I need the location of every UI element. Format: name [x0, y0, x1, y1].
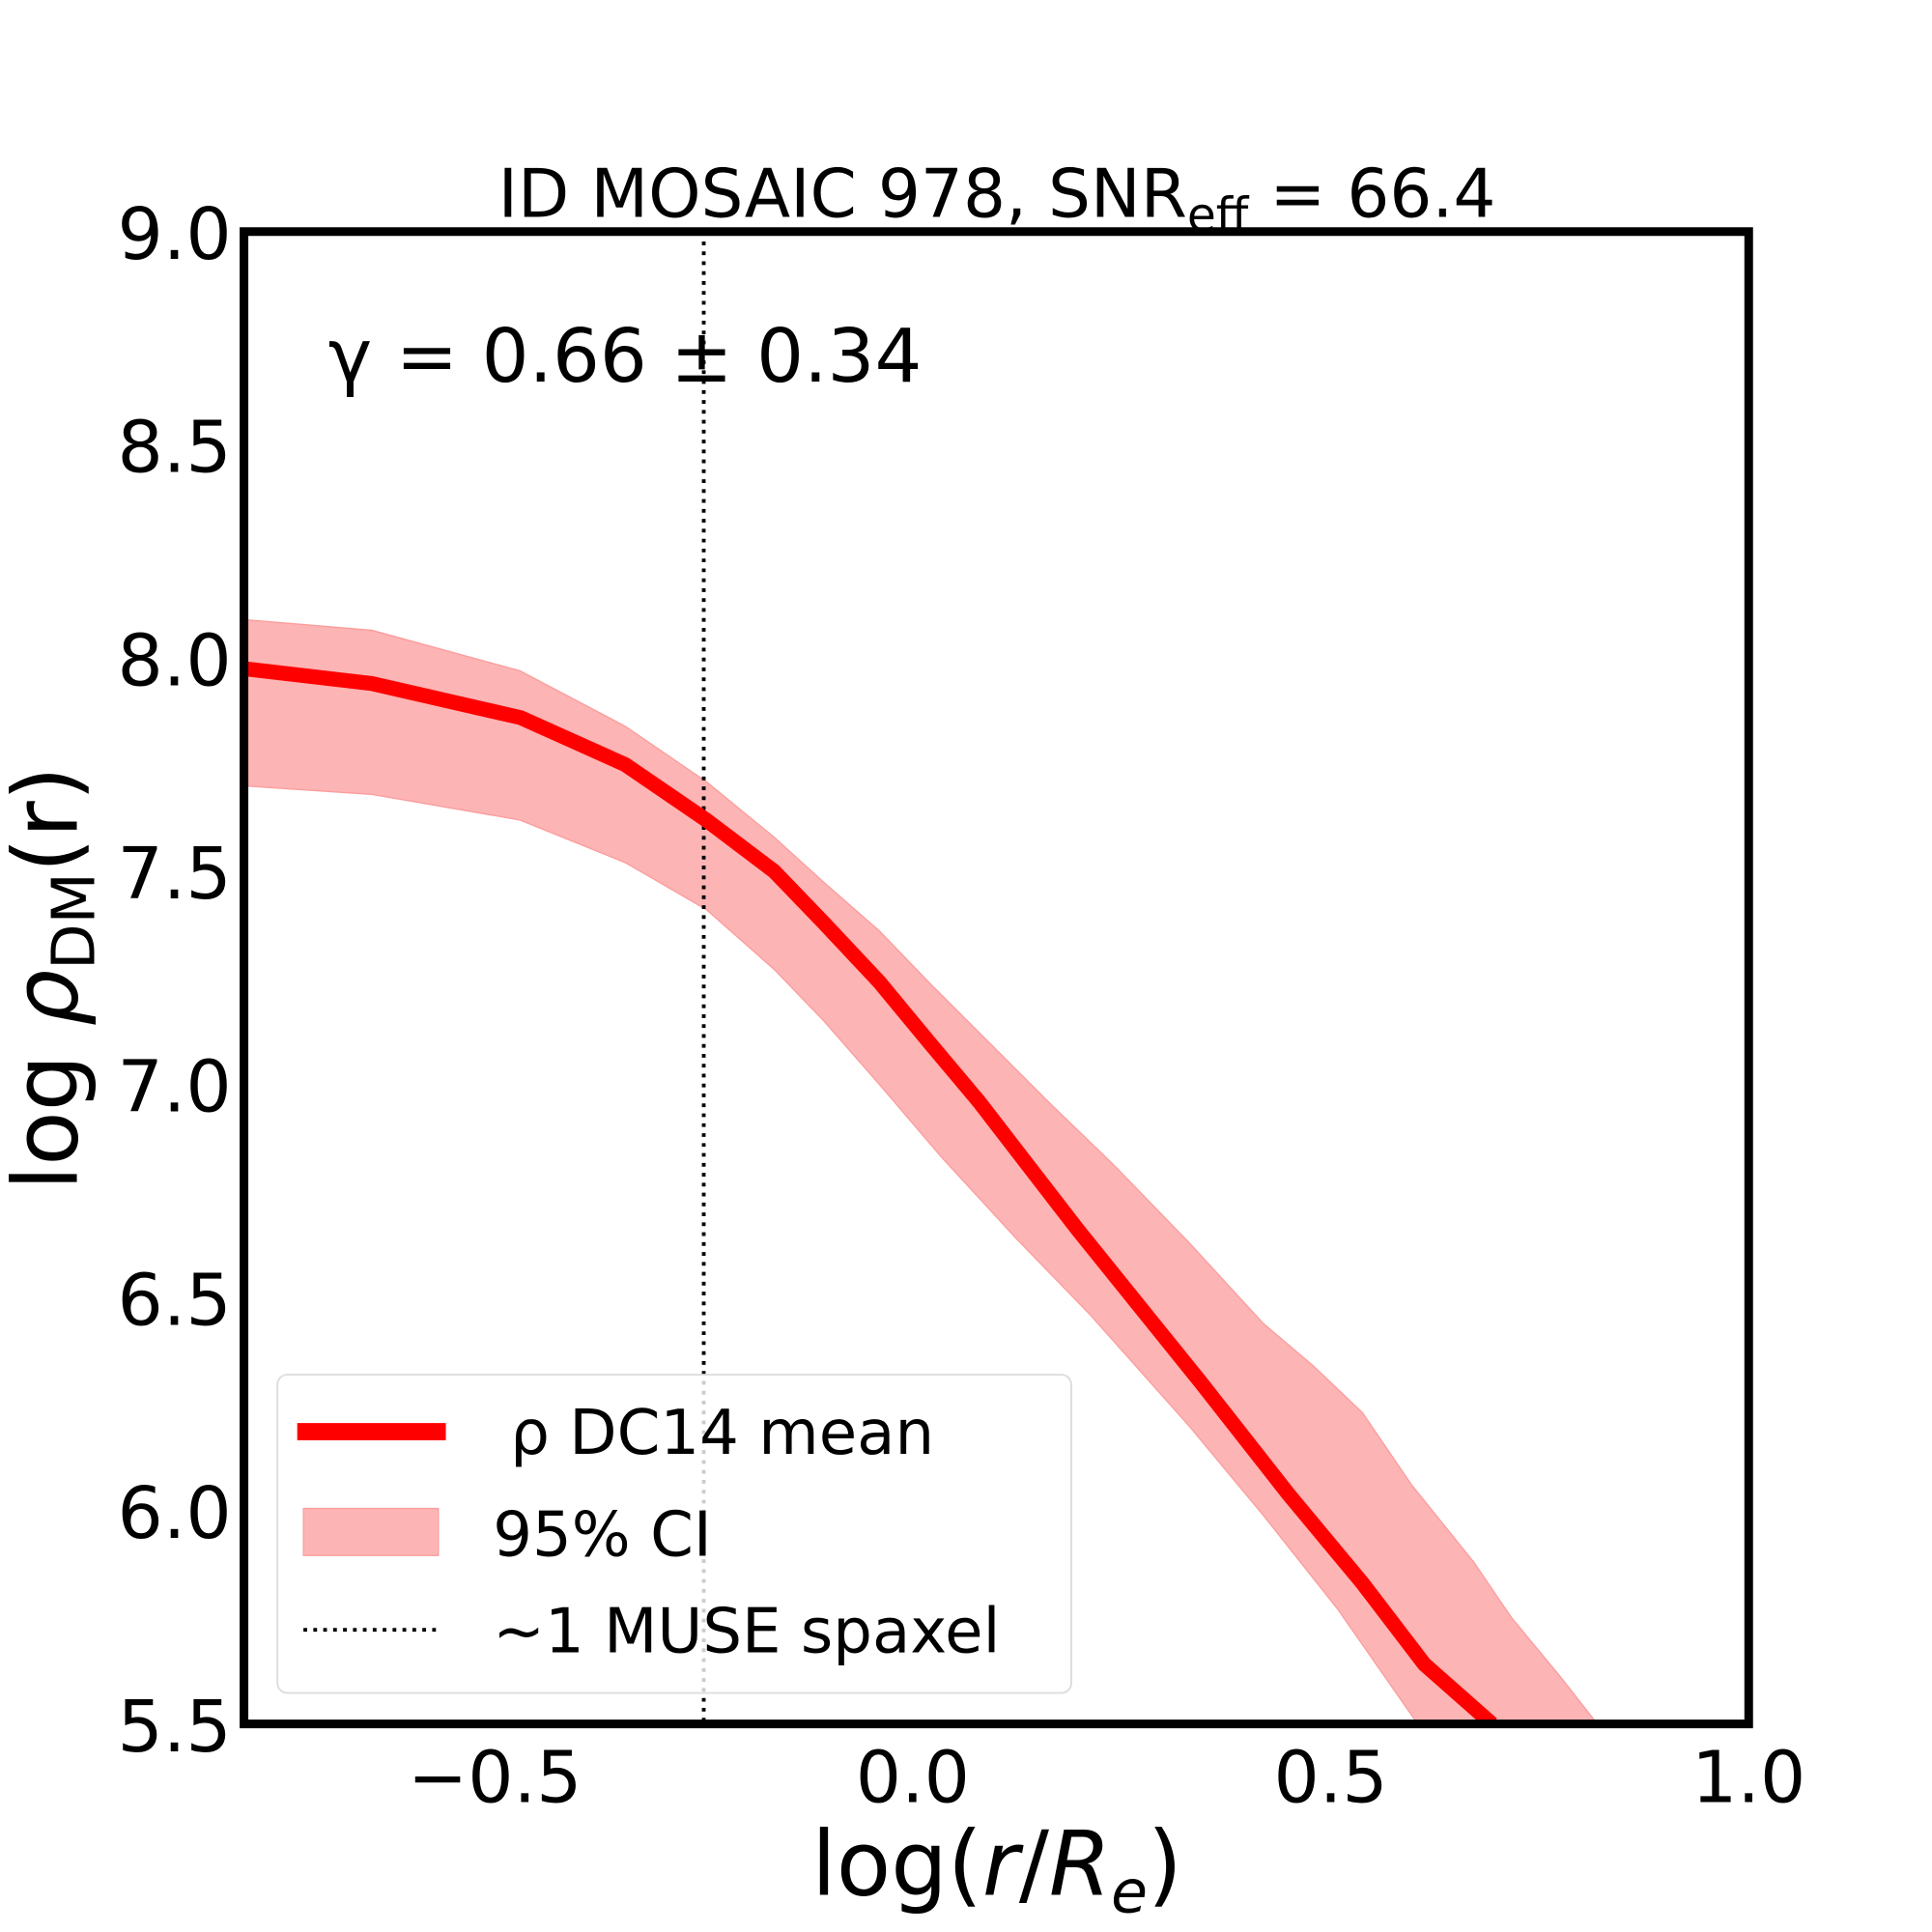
y-tick-label: 6.5 [118, 1258, 232, 1342]
y-tick-label: 7.5 [118, 832, 232, 916]
x-tick-label: 1.0 [1691, 1735, 1805, 1819]
axes-frame [240, 227, 1753, 1729]
x-axis-label: log(r/Re) [811, 1812, 1182, 1927]
x-tick-label: 0.5 [1273, 1735, 1387, 1819]
y-tick-label: 6.0 [118, 1471, 232, 1555]
legend-spaxel-label: ~1 MUSE spaxel [493, 1596, 1000, 1667]
x-tick-label: 0.0 [856, 1735, 970, 1819]
mean-line [243, 661, 1497, 1724]
y-tick-label: 8.0 [118, 618, 232, 702]
y-tick-label: 9.0 [118, 192, 232, 276]
legend-mean-label: ρ DC14 mean [510, 1398, 934, 1469]
x-tick-label: −0.5 [408, 1735, 582, 1819]
y-tick-label: 7.0 [118, 1045, 232, 1129]
legend-frame [276, 1374, 1072, 1694]
legend-ci-label: 95% CI [493, 1499, 712, 1571]
legend: ρ DC14 mean 95% CI ~1 MUSE spaxel [276, 1374, 1072, 1694]
y-tick-label: 8.5 [118, 406, 232, 490]
plot-area: −0.5 0.0 0.5 1.0 5.5 6.0 6.5 7.0 7.5 8.0 8.5 9.0 [118, 192, 1806, 1819]
chart-title: ID MOSAIC 978, SNReff = 66.4 [498, 156, 1496, 242]
legend-ci-swatch [302, 1507, 440, 1556]
gamma-annotation: γ = 0.66 ± 0.34 [328, 314, 923, 400]
y-tick-label: 5.5 [118, 1685, 232, 1769]
y-axis-label: log ρDM(r) [0, 766, 108, 1190]
